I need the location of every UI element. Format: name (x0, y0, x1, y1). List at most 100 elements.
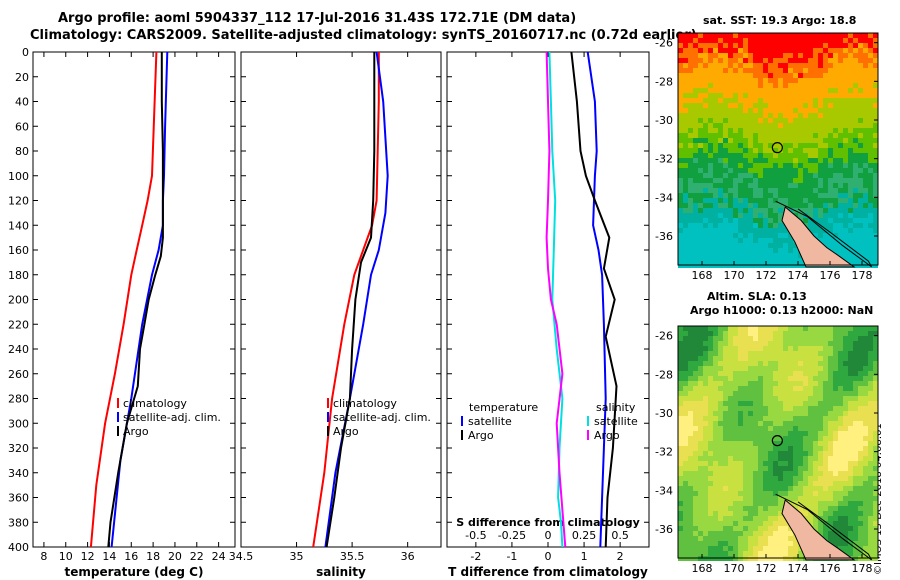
map-cell (738, 223, 743, 228)
map-cell (823, 391, 828, 396)
map-cell (768, 431, 773, 436)
depth-tick-label: 300 (8, 417, 29, 430)
map-cell (778, 451, 783, 456)
map-cell (868, 536, 873, 541)
map-cell (843, 173, 848, 178)
map-cell (838, 381, 843, 386)
map-cell (683, 43, 688, 48)
map-cell (728, 53, 733, 58)
map-cell (803, 386, 808, 391)
map-cell (748, 386, 753, 391)
map-cell (873, 431, 878, 436)
map-cell (843, 178, 848, 183)
map-cell (708, 541, 713, 546)
map-cell (693, 406, 698, 411)
map-cell (768, 376, 773, 381)
map-cell (748, 213, 753, 218)
sla-map-y-tick-label: -34 (655, 484, 673, 497)
map-cell (873, 88, 878, 93)
map-cell (758, 243, 763, 248)
map-cell (743, 336, 748, 341)
map-cell (863, 238, 868, 243)
map-cell (813, 218, 818, 223)
map-cell (693, 371, 698, 376)
map-cell (808, 326, 813, 331)
map-cell (858, 361, 863, 366)
map-cell (868, 128, 873, 133)
map-cell (718, 93, 723, 98)
map-cell (848, 143, 853, 148)
map-cell (703, 506, 708, 511)
map-cell (868, 341, 873, 346)
map-cell (873, 476, 878, 481)
map-cell (758, 491, 763, 496)
map-cell (848, 158, 853, 163)
map-cell (788, 68, 793, 73)
map-cell (718, 551, 723, 556)
map-cell (678, 451, 683, 456)
map-cell (868, 133, 873, 138)
map-cell (688, 213, 693, 218)
map-cell (843, 33, 848, 38)
map-cell (718, 331, 723, 336)
map-cell (683, 218, 688, 223)
map-cell (758, 208, 763, 213)
map-cell (833, 486, 838, 491)
map-cell (828, 421, 833, 426)
map-cell (843, 168, 848, 173)
sdiff-tick-label: -0.5 (465, 529, 486, 542)
map-cell (758, 436, 763, 441)
sdiff-tick-label: 0.5 (611, 529, 629, 542)
map-cell (678, 391, 683, 396)
map-cell (828, 411, 833, 416)
map-cell (848, 471, 853, 476)
map-cell (833, 93, 838, 98)
map-cell (723, 341, 728, 346)
map-cell (688, 551, 693, 556)
map-cell (843, 341, 848, 346)
map-cell (848, 178, 853, 183)
sdiff-tick-label: 0.25 (572, 529, 597, 542)
map-cell (808, 223, 813, 228)
map-cell (873, 381, 878, 386)
map-cell (768, 441, 773, 446)
map-cell (678, 168, 683, 173)
map-cell (693, 48, 698, 53)
map-cell (713, 173, 718, 178)
map-cell (713, 108, 718, 113)
map-cell (838, 456, 843, 461)
map-cell (793, 486, 798, 491)
map-cell (758, 128, 763, 133)
map-cell (873, 456, 878, 461)
map-cell (698, 128, 703, 133)
map-cell (753, 471, 758, 476)
map-cell (838, 88, 843, 93)
map-cell (773, 153, 778, 158)
map-cell (743, 356, 748, 361)
map-cell (823, 366, 828, 371)
map-cell (803, 471, 808, 476)
map-cell (678, 188, 683, 193)
map-cell (733, 178, 738, 183)
map-cell (833, 83, 838, 88)
map-cell (813, 53, 818, 58)
map-cell (703, 158, 708, 163)
map-cell (778, 103, 783, 108)
map-cell (778, 213, 783, 218)
map-cell (873, 148, 878, 153)
map-cell (813, 451, 818, 456)
map-cell (718, 346, 723, 351)
map-cell (853, 163, 858, 168)
map-cell (718, 178, 723, 183)
map-cell (763, 193, 768, 198)
map-cell (778, 381, 783, 386)
map-cell (758, 158, 763, 163)
map-cell (843, 476, 848, 481)
map-cell (683, 451, 688, 456)
map-cell (843, 48, 848, 53)
map-cell (758, 88, 763, 93)
map-cell (823, 406, 828, 411)
map-cell (718, 471, 723, 476)
map-cell (748, 143, 753, 148)
map-cell (738, 331, 743, 336)
